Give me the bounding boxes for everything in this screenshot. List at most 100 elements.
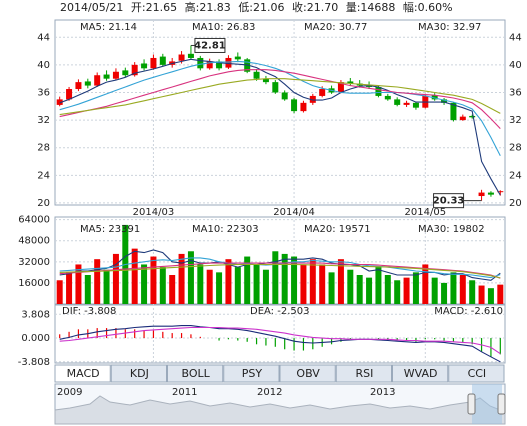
tab[interactable] xyxy=(279,364,336,383)
navigator-year: 2013 xyxy=(370,387,395,398)
candle-body xyxy=(244,59,251,72)
y-tick-label-right: 28 xyxy=(509,143,522,154)
volume-bar xyxy=(281,253,288,304)
tab-label[interactable]: MACD xyxy=(67,367,100,380)
navigator-year: 2009 xyxy=(57,387,82,398)
volume-bar xyxy=(337,259,344,304)
line xyxy=(59,257,501,279)
tab[interactable] xyxy=(110,364,167,383)
candle-body xyxy=(206,61,213,69)
candle-body xyxy=(431,95,438,100)
header: 2014/05/21 开:21.65 高:21.83 低:21.06 收:21.… xyxy=(60,0,453,14)
y-tick-label: 24 xyxy=(37,170,50,181)
navigator-year: 2012 xyxy=(257,387,282,398)
navigator-handle[interactable] xyxy=(467,393,476,415)
tab[interactable] xyxy=(392,364,449,383)
candle-body xyxy=(291,99,298,112)
volume-bar xyxy=(356,275,363,304)
line xyxy=(59,78,501,116)
tab[interactable] xyxy=(167,364,224,383)
volume-bar xyxy=(262,269,269,304)
candle-body xyxy=(94,75,101,86)
volume-bar xyxy=(94,259,101,304)
y-tick-label: 16000 xyxy=(18,278,50,289)
candle-body xyxy=(459,116,466,121)
legend-entry: MA20: 19571 xyxy=(304,224,371,235)
tab[interactable] xyxy=(335,364,392,383)
volume-bar xyxy=(487,288,494,304)
volume-bar xyxy=(234,267,241,304)
volume-bar xyxy=(141,264,148,304)
volume-bar xyxy=(300,264,307,304)
candle-body xyxy=(103,74,110,79)
candle-body xyxy=(478,192,485,197)
annotation-box xyxy=(433,193,465,209)
candle-body xyxy=(75,82,82,90)
legend-entry: DEA: -2.503 xyxy=(250,306,309,317)
volume-bar xyxy=(159,267,166,304)
volume-bar xyxy=(403,277,410,304)
candle-body xyxy=(253,71,260,79)
candle-body xyxy=(375,86,382,96)
tab-label[interactable]: RSI xyxy=(355,367,373,380)
volume-bar xyxy=(244,256,251,304)
line xyxy=(59,326,501,355)
volume-bar xyxy=(384,275,391,304)
y-tick-label-right: 44 xyxy=(509,32,522,43)
tab-label[interactable]: OBV xyxy=(296,367,320,380)
line xyxy=(59,60,501,157)
tab[interactable] xyxy=(54,364,111,383)
volume-bar xyxy=(103,269,110,304)
candle-body xyxy=(403,102,410,105)
candle-body xyxy=(234,56,241,60)
volume-bar xyxy=(206,269,213,304)
y-tick-label: 48000 xyxy=(18,236,50,247)
y-tick-label: 28 xyxy=(37,143,50,154)
header-high: 高:21.83 xyxy=(185,0,231,14)
line xyxy=(59,325,501,363)
x-tick-label: 2014/05 xyxy=(405,207,447,218)
header-close: 收:21.70 xyxy=(292,0,338,14)
candle-body xyxy=(197,57,204,69)
navigator-handle[interactable] xyxy=(497,393,506,415)
candle-body xyxy=(337,82,344,93)
tab[interactable] xyxy=(448,364,505,383)
candle-body xyxy=(122,70,129,76)
candle-body xyxy=(178,54,185,61)
volume-bar xyxy=(328,272,335,304)
volume-bar xyxy=(291,256,298,304)
candle-body xyxy=(309,95,316,103)
candle-body xyxy=(469,115,476,118)
tab-label[interactable]: BOLL xyxy=(181,367,210,380)
navigator-selection[interactable] xyxy=(472,384,502,424)
candle-body xyxy=(281,92,288,100)
candle-body xyxy=(441,99,448,103)
legend-entry: MA10: 22303 xyxy=(192,224,259,235)
volume-bar xyxy=(469,280,476,304)
candle-body xyxy=(141,63,148,69)
navigator-year: 2011 xyxy=(172,387,197,398)
tab-label[interactable]: PSY xyxy=(242,367,263,380)
volume-bar xyxy=(412,272,419,304)
tab-label[interactable]: WVAD xyxy=(404,367,438,380)
candle-body xyxy=(56,99,63,105)
candle-body xyxy=(412,102,419,108)
header-date: 2014/05/21 xyxy=(60,1,123,14)
tab-label[interactable]: CCI xyxy=(468,367,487,380)
volume-bar xyxy=(319,264,326,304)
line xyxy=(59,263,501,279)
candle-body xyxy=(216,61,223,69)
legend-entry: MACD: -2.610 xyxy=(434,306,503,317)
y-tick-label: 40 xyxy=(37,60,50,71)
tab-label[interactable]: KDJ xyxy=(130,367,149,380)
candle-body xyxy=(150,57,157,69)
candle-body xyxy=(112,71,119,79)
y-tick-label-right: 32 xyxy=(509,115,522,126)
legend-entry: MA30: 19802 xyxy=(418,224,485,235)
candle-body xyxy=(497,191,504,193)
annotation-label: 20.33 xyxy=(433,196,465,207)
header-change: 幅:0.60% xyxy=(403,1,453,14)
tab[interactable] xyxy=(223,364,280,383)
candle-body xyxy=(159,56,166,65)
